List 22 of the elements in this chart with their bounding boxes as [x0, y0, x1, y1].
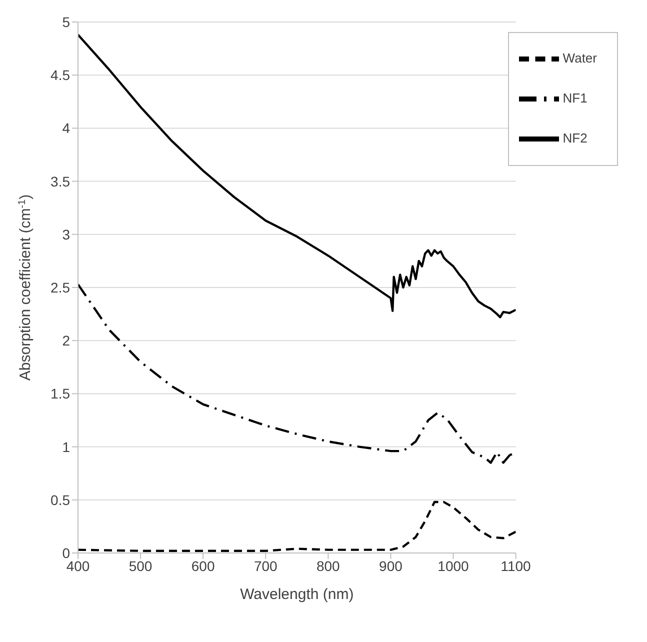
x-tick-label: 600 [191, 558, 215, 574]
y-tick-label: 5 [62, 14, 70, 30]
y-tick-label: 3 [62, 226, 70, 242]
x-tick-label: 900 [379, 558, 403, 574]
y-tick-label: 4 [62, 120, 70, 136]
y-tick-label: 1 [62, 438, 70, 455]
y-tick-label: 2 [62, 332, 70, 349]
legend-label: NF1 [562, 90, 588, 106]
legend-label: NF2 [562, 130, 588, 146]
x-tick-label: 1100 [500, 558, 532, 574]
x-axis-title: Wavelength (nm) [240, 586, 354, 603]
x-tick-label: 500 [128, 558, 152, 574]
y-tick-label: 1.5 [50, 386, 70, 402]
line-series [78, 34, 516, 318]
y-tick-label: 3.5 [50, 173, 70, 190]
x-tick-label: 700 [254, 558, 278, 574]
x-tick-label: 1000 [438, 558, 470, 574]
x-tick-label: 800 [316, 558, 340, 574]
y-tick-label: 2.5 [50, 279, 70, 296]
legend-label: Water [562, 50, 597, 66]
y-tick-label: 0.5 [50, 492, 70, 508]
y-tick-label: 4.5 [50, 67, 70, 84]
